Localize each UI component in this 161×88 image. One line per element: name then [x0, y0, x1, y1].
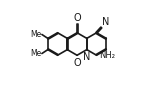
Text: Me: Me	[30, 49, 42, 58]
Text: O: O	[73, 58, 81, 68]
Text: N: N	[102, 17, 109, 27]
Text: O: O	[73, 13, 81, 23]
Text: NH₂: NH₂	[100, 51, 116, 60]
Text: N: N	[83, 52, 90, 62]
Text: Me: Me	[30, 30, 42, 39]
